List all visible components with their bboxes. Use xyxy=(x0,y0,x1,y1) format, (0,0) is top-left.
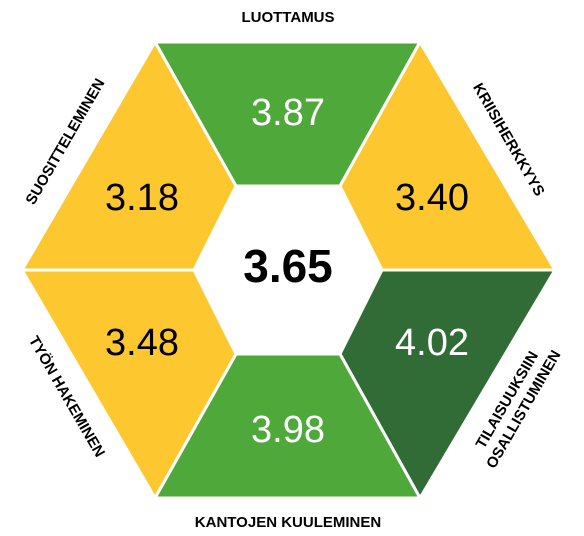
segment-value: 4.02 xyxy=(395,322,469,364)
segment-value: 3.40 xyxy=(395,177,469,219)
segment-label: LUOTTAMUS xyxy=(241,9,334,26)
segment-value: 3.98 xyxy=(251,409,325,451)
segment-value: 3.48 xyxy=(105,322,179,364)
segment-value: 3.18 xyxy=(105,177,179,219)
center-value: 3.65 xyxy=(243,240,333,292)
segment-value: 3.87 xyxy=(251,92,325,134)
segment xyxy=(20,40,238,272)
segment-label: KANTOJEN KUULEMINEN xyxy=(195,514,381,531)
